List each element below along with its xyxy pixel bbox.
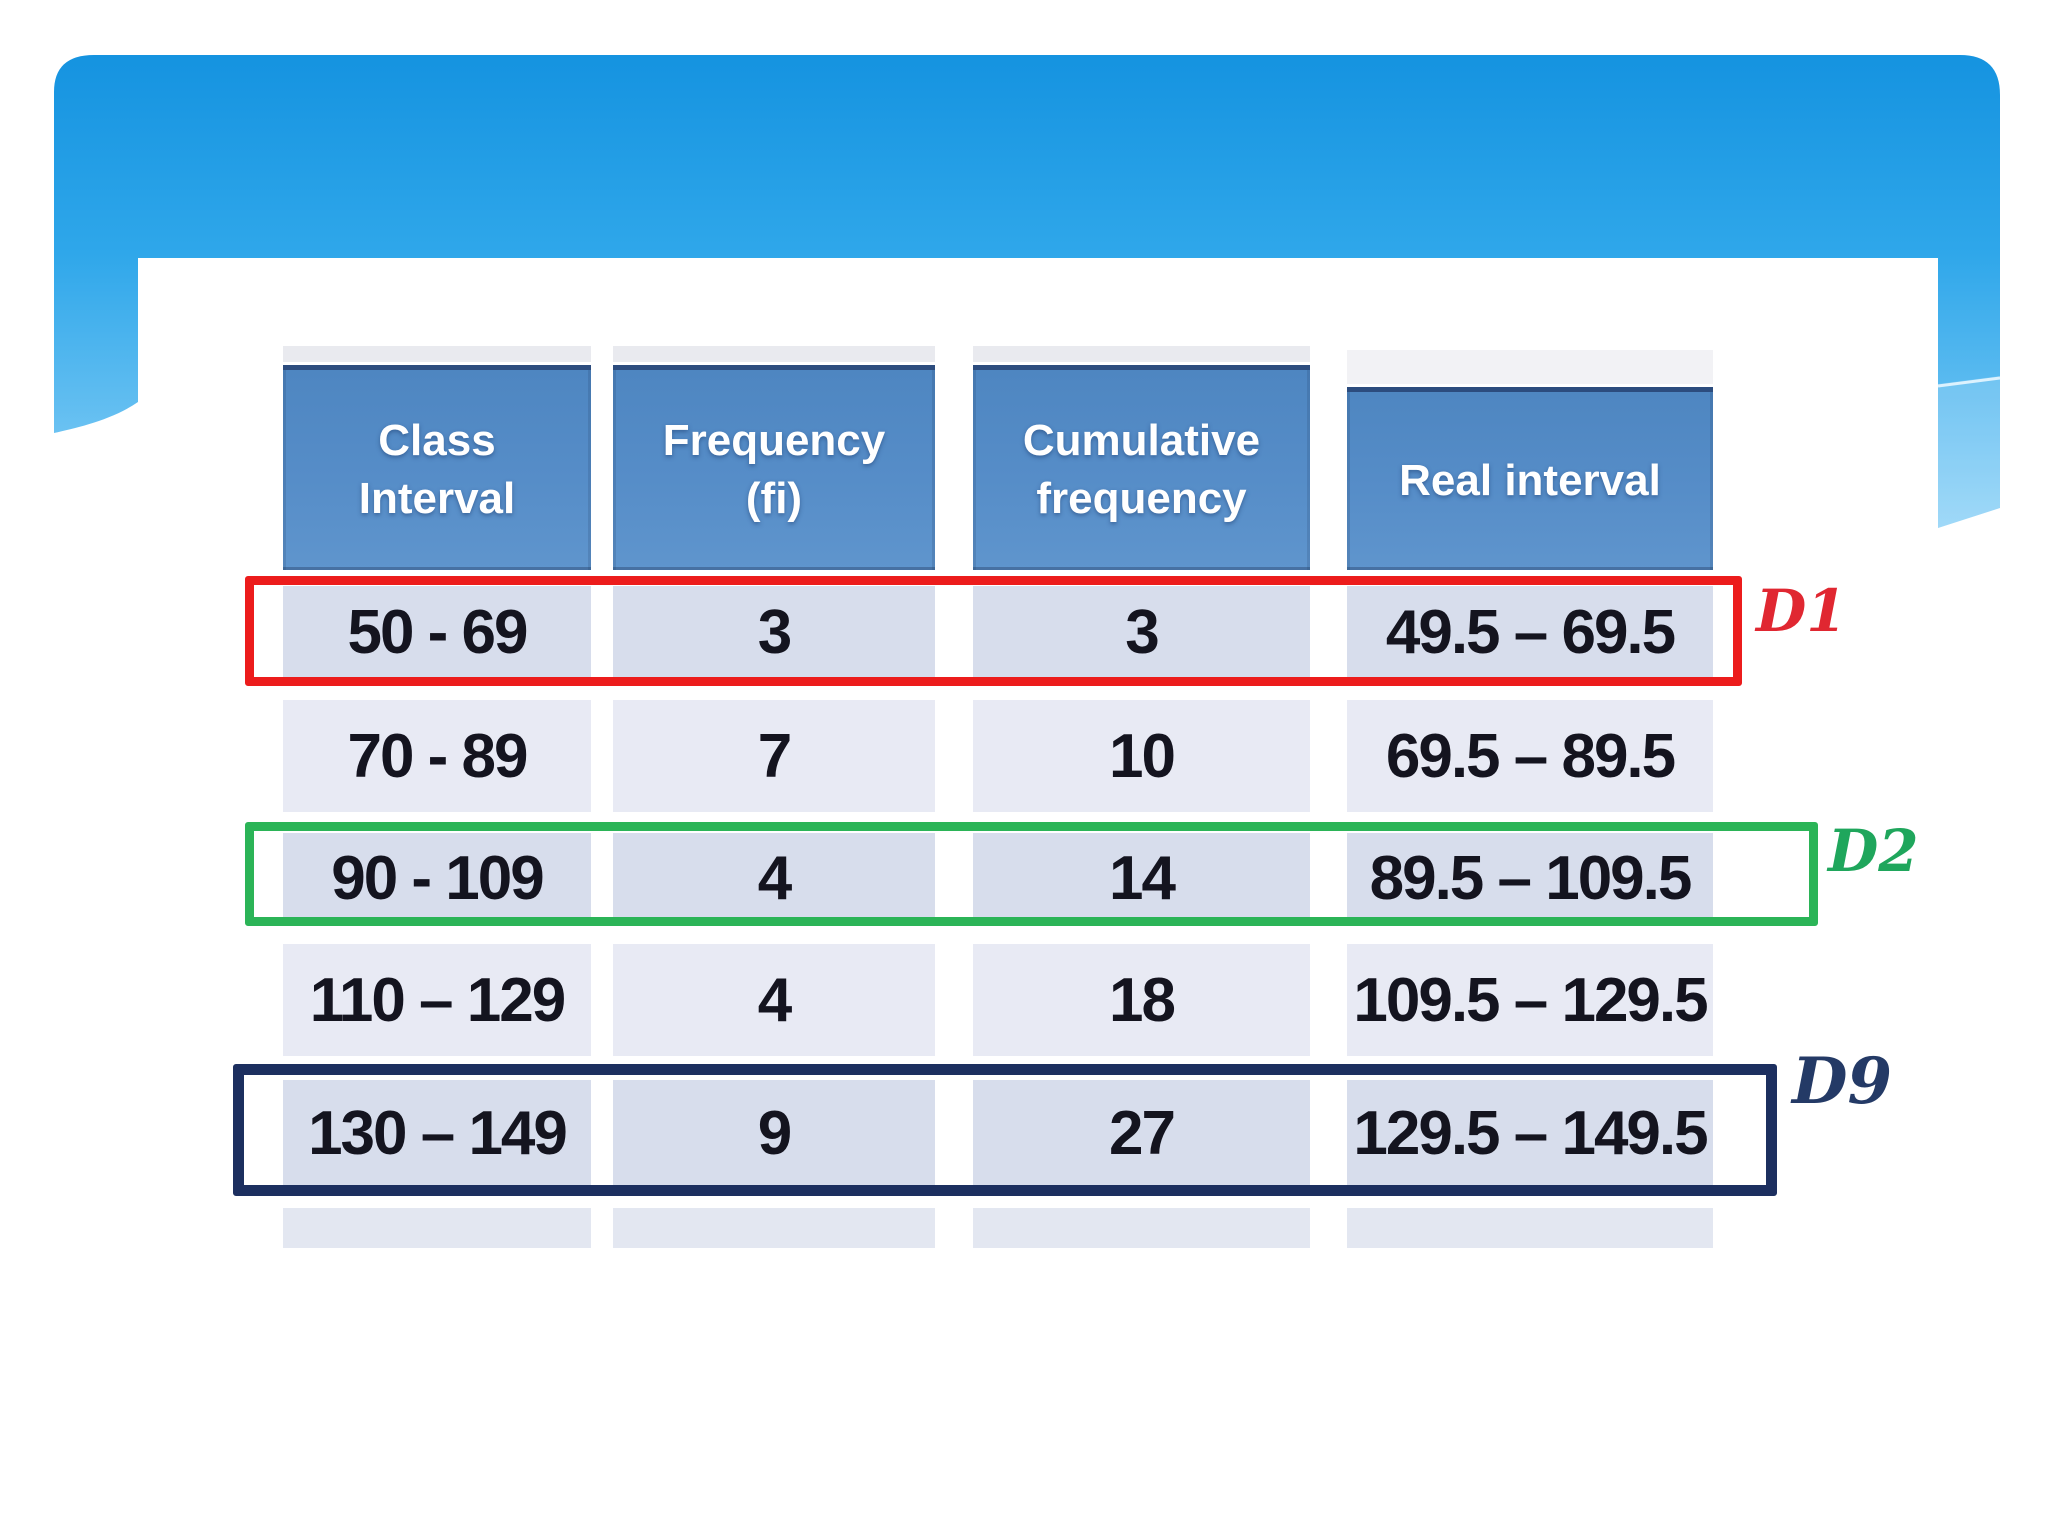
table-fragment-below-col2 [613, 1208, 935, 1248]
table-fragment-above-col3 [973, 346, 1310, 362]
cell-row2-class-interval: 70 - 89 [283, 700, 591, 812]
table-fragment-below-col1 [283, 1208, 591, 1248]
cell-row5-real-interval: 129.5 – 149.5 [1347, 1080, 1713, 1186]
ribbon-shape [54, 55, 2000, 528]
ribbon-fold-seam [1937, 376, 2001, 388]
cell-row5-frequency: 9 [613, 1080, 935, 1186]
ribbon-fold-highlight [1938, 376, 2000, 528]
cell-row4-cumulative: 18 [973, 944, 1310, 1056]
header-real-interval-label: Real interval [1399, 455, 1661, 505]
header-real-interval: Real interval [1347, 387, 1713, 570]
cell-row4-frequency: 4 [613, 944, 935, 1056]
cell-row4-class-interval: 110 – 129 [283, 944, 591, 1056]
cell-row3-cumulative: 14 [973, 833, 1310, 923]
table-fragment-above-col4 [1347, 350, 1713, 384]
cell-row5-class-interval: 130 – 149 [283, 1080, 591, 1186]
decile-label-d2: D2 [1828, 817, 1919, 885]
table-fragment-above-col2 [613, 346, 935, 362]
cell-row1-frequency: 3 [613, 586, 935, 678]
decile-label-d1: D1 [1756, 577, 1847, 645]
cell-row2-real-interval: 69.5 – 89.5 [1347, 700, 1713, 812]
header-class-interval: Class Interval [283, 365, 591, 570]
header-frequency: Frequency (fi) [613, 365, 935, 570]
highlight-box-d2 [245, 822, 1818, 926]
table-fragment-above-col1 [283, 346, 591, 362]
header-class-interval-label: Class Interval [358, 415, 516, 523]
cell-row1-class-interval: 50 - 69 [283, 586, 591, 678]
table-fragment-below-col3 [973, 1208, 1310, 1248]
header-cumulative-frequency-label: Cumulative frequency [1022, 415, 1261, 523]
cell-row3-class-interval: 90 - 109 [283, 833, 591, 923]
table-fragment-below-col4 [1347, 1208, 1713, 1248]
cell-row4-real-interval: 109.5 – 129.5 [1347, 944, 1713, 1056]
header-frequency-label: Frequency (fi) [662, 415, 886, 523]
cell-row2-frequency: 7 [613, 700, 935, 812]
cell-row1-real-interval: 49.5 – 69.5 [1347, 586, 1713, 678]
cell-row1-cumulative: 3 [973, 586, 1310, 678]
highlight-box-d9 [233, 1064, 1777, 1196]
cell-row2-cumulative: 10 [973, 700, 1310, 812]
highlight-box-d1 [245, 576, 1742, 686]
decile-label-d9: D9 [1792, 1044, 1893, 1119]
cell-row3-frequency: 4 [613, 833, 935, 923]
cell-row3-real-interval: 89.5 – 109.5 [1347, 833, 1713, 923]
cell-row5-cumulative: 27 [973, 1080, 1310, 1186]
header-cumulative-frequency: Cumulative frequency [973, 365, 1310, 570]
